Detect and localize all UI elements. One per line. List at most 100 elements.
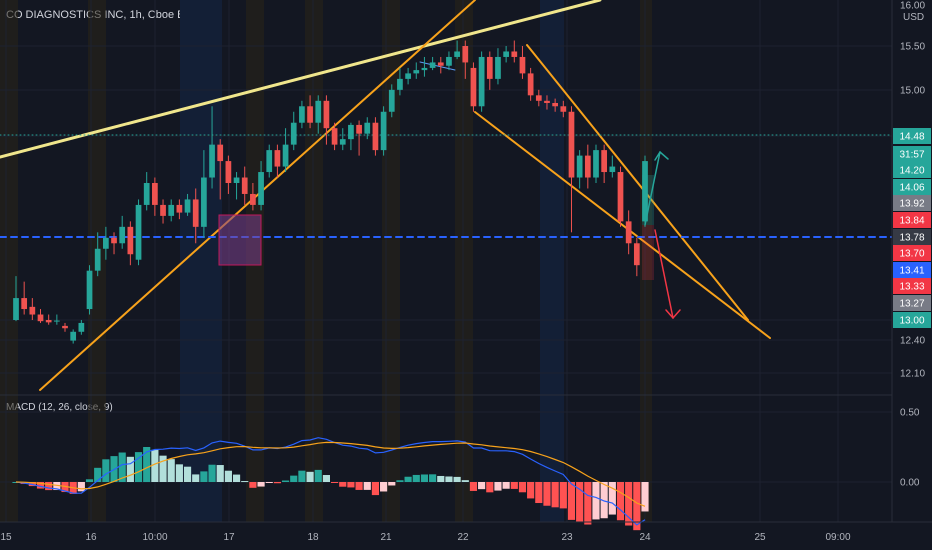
candle-body: [94, 248, 101, 271]
candle-body: [37, 314, 44, 322]
trend-drawings[interactable]: [0, 0, 893, 391]
candle-body: [176, 204, 183, 213]
macd-bar: [322, 475, 330, 482]
countdown-tag: [893, 146, 931, 162]
candle-body: [388, 89, 395, 112]
macd-bar: [510, 482, 518, 489]
macd-bar: [183, 466, 192, 482]
candle-body: [568, 111, 575, 178]
macd-bar: [306, 471, 314, 482]
candle-body: [511, 51, 518, 57]
price-tag-label: 13.70: [899, 249, 924, 260]
candle-body: [307, 106, 313, 123]
candle-body: [70, 331, 77, 341]
currency-label: USD: [903, 12, 924, 23]
macd-bar: [559, 482, 567, 509]
macd-tick-label: 0.50: [900, 408, 920, 419]
price-tag-label: 13.41: [899, 266, 924, 277]
candle-body: [544, 100, 550, 103]
macd-bar: [388, 482, 396, 486]
candle-body: [397, 78, 403, 90]
candle-body: [454, 51, 460, 57]
macd-bar: [331, 482, 339, 483]
macd-bar: [273, 482, 281, 484]
candle-body: [45, 320, 52, 323]
candle-body: [168, 204, 175, 216]
macd-bar: [143, 447, 151, 482]
price-tick-label: 12.40: [900, 336, 925, 347]
candle-body: [250, 193, 256, 205]
bearish-arrow: [654, 229, 674, 319]
candle-body: [462, 46, 469, 63]
macd-bar: [527, 482, 535, 499]
long-trendline: [0, 0, 602, 159]
countdown-label: 31:57: [899, 150, 924, 161]
wedge-lower-line: [474, 111, 771, 339]
candle-body: [274, 150, 281, 167]
candle-body: [152, 183, 158, 205]
rising-trendline: [39, 0, 476, 391]
candle-body: [372, 122, 379, 151]
candle-body: [241, 177, 248, 194]
macd-bar: [478, 482, 486, 490]
macd-tick-label: 0.00: [900, 478, 920, 489]
macd-bar: [265, 482, 273, 483]
macd-label: MACD (12, 26, close, 9): [6, 402, 113, 413]
candle-body: [143, 183, 150, 205]
price-tag: [893, 128, 931, 144]
macd-bar: [502, 482, 510, 489]
macd-bar: [535, 482, 543, 504]
price-tick-label: 15.50: [900, 42, 925, 53]
macd-bar: [355, 482, 363, 490]
macd-bar: [616, 482, 625, 521]
macd-bar: [134, 452, 143, 482]
macd-bar: [584, 482, 592, 525]
time-tick-label: 22: [457, 532, 469, 543]
candle-body: [258, 172, 264, 205]
price-axis[interactable]: 16.00 15.50 15.00 14.48 14.20 14.06 13.92 13.84…: [893, 1, 931, 489]
candle-body: [527, 73, 534, 96]
time-axis[interactable]: 15 16 10:00 17 18 21 22 23 24 25 09:00: [0, 532, 851, 543]
candle-body: [184, 199, 191, 213]
macd-bar: [216, 465, 224, 482]
candle-body: [348, 124, 354, 140]
time-tick-label: 17: [223, 532, 235, 543]
macd-bar: [641, 482, 649, 512]
macd-bar: [339, 482, 347, 487]
price-tag-label: 13.92: [899, 199, 924, 210]
macd-bar: [567, 482, 576, 520]
macd-bar: [232, 474, 241, 482]
macd-bar: [314, 469, 322, 482]
candle-body: [642, 161, 648, 222]
candle-body: [160, 204, 166, 216]
candle-body: [437, 62, 444, 66]
candle-body: [282, 144, 289, 167]
candle-body: [29, 306, 36, 315]
macd-bar: [53, 482, 61, 491]
candle-body: [535, 95, 542, 101]
macd-bar: [241, 481, 249, 483]
macd-bar: [453, 476, 461, 482]
bearish-arrow-head: [665, 309, 681, 320]
price-tag-label: 13.84: [899, 216, 924, 227]
macd-bar: [45, 482, 53, 491]
price-tag: [893, 162, 931, 178]
macd-bar: [126, 456, 134, 482]
candle-body: [225, 161, 232, 183]
candle-body: [380, 111, 387, 151]
candle-body: [429, 62, 436, 68]
time-tick-label: 09:00: [825, 532, 850, 543]
macd-bar: [290, 475, 298, 482]
candle-body: [560, 106, 567, 112]
time-tick-label: 24: [639, 532, 651, 543]
macd-bar: [224, 470, 232, 482]
candle-body: [633, 243, 640, 266]
candle-body: [102, 237, 109, 249]
macd-bar: [469, 482, 478, 491]
macd-bar: [85, 479, 94, 482]
price-tag-label: 14.06: [899, 183, 924, 194]
macd-bar: [600, 482, 608, 519]
macd-bar: [576, 482, 584, 522]
macd-bar: [151, 449, 159, 482]
